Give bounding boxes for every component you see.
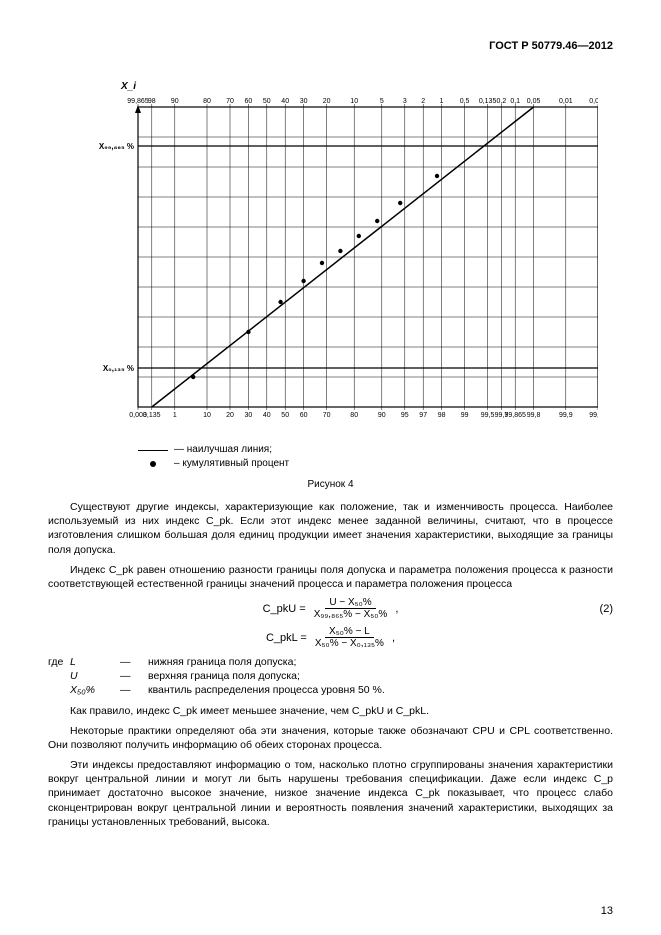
svg-text:50: 50 — [263, 98, 271, 105]
svg-text:30: 30 — [245, 412, 253, 419]
svg-text:99,9: 99,9 — [559, 412, 573, 419]
svg-text:70: 70 — [323, 412, 331, 419]
svg-text:X₀,₁₃₅ %: X₀,₁₃₅ % — [103, 364, 134, 373]
paragraph-2: Индекс C_pk равен отношению разности гра… — [48, 563, 613, 591]
formula-den: X₅₀% − X₀,₁₃₅% — [311, 638, 388, 649]
svg-text:0,5: 0,5 — [460, 98, 470, 105]
svg-text:50: 50 — [281, 412, 289, 419]
def-text: квантиль распределения процесса уровня 5… — [148, 683, 385, 697]
svg-text:20: 20 — [323, 98, 331, 105]
legend-point-icon — [150, 461, 156, 467]
svg-text:60: 60 — [300, 412, 308, 419]
formula-num: U − X₅₀% — [325, 597, 375, 609]
svg-text:97: 97 — [419, 412, 427, 419]
svg-text:40: 40 — [281, 98, 289, 105]
svg-text:0,01: 0,01 — [559, 98, 573, 105]
equation-number: (2) — [600, 603, 613, 615]
svg-text:1: 1 — [173, 412, 177, 419]
defs-intro: где — [48, 655, 70, 669]
formula-suffix: , — [395, 603, 398, 615]
def-text: нижняя граница поля допуска; — [148, 655, 296, 669]
svg-text:60: 60 — [245, 98, 253, 105]
svg-text:X_i: X_i — [120, 81, 136, 92]
probability-chart: 99,8659890807060504030201053210,50,1350,… — [78, 72, 598, 437]
def-text: верхняя граница поля допуска; — [148, 669, 300, 683]
svg-text:99,865: 99,865 — [504, 412, 526, 419]
formula-cpku: C_pkU = U − X₅₀% X₉₉,₈₆₅% − X₅₀% , (2) — [48, 597, 613, 620]
svg-text:20: 20 — [226, 412, 234, 419]
svg-text:80: 80 — [350, 412, 358, 419]
formula-lhs: C_pkU = — [263, 603, 306, 615]
svg-text:99,865: 99,865 — [127, 98, 149, 105]
svg-text:99,8: 99,8 — [527, 412, 541, 419]
svg-text:0,003: 0,003 — [589, 98, 598, 105]
svg-text:98: 98 — [438, 412, 446, 419]
svg-text:10: 10 — [350, 98, 358, 105]
svg-text:5: 5 — [380, 98, 384, 105]
definitions-block: где L—нижняя граница поля допуска; U—вер… — [48, 655, 613, 698]
svg-text:2: 2 — [421, 98, 425, 105]
paragraph-4: Некоторые практики определяют оба эти зн… — [48, 724, 613, 752]
svg-text:0,1: 0,1 — [510, 98, 520, 105]
svg-text:30: 30 — [300, 98, 308, 105]
svg-text:80: 80 — [203, 98, 211, 105]
paragraph-5: Эти индексы предоставляют информацию о т… — [48, 758, 613, 829]
svg-text:0,135: 0,135 — [479, 98, 497, 105]
svg-text:0,05: 0,05 — [527, 98, 541, 105]
def-sym: L — [70, 655, 120, 669]
paragraph-1: Существуют другие индексы, характеризующ… — [48, 500, 613, 557]
document-header: ГОСТ Р 50779.46—2012 — [48, 40, 613, 52]
legend-point-text: – кумулятивный процент — [174, 457, 289, 471]
figure-caption: Рисунок 4 — [48, 479, 613, 490]
svg-text:X₉₉,₈₆₅ %: X₉₉,₈₆₅ % — [99, 142, 134, 151]
formula-cpkl: C_pkL = X₅₀% − L X₅₀% − X₀,₁₃₅% , — [48, 626, 613, 649]
svg-text:10: 10 — [203, 412, 211, 419]
svg-text:99: 99 — [461, 412, 469, 419]
formula-lhs: C_pkL = — [266, 632, 307, 644]
formula-den: X₉₉,₈₆₅% − X₅₀% — [310, 609, 392, 620]
svg-text:90: 90 — [171, 98, 179, 105]
page-number: 13 — [601, 905, 613, 917]
def-sym: X₅₀% — [70, 683, 120, 697]
chart-legend: — наилучшая линия; – кумулятивный процен… — [138, 443, 613, 471]
formula-num: X₅₀% − L — [325, 626, 374, 638]
legend-line-text: — наилучшая линия; — [174, 443, 272, 457]
svg-text:0,135: 0,135 — [143, 412, 161, 419]
svg-text:95: 95 — [401, 412, 409, 419]
svg-text:40: 40 — [263, 412, 271, 419]
svg-text:99,5: 99,5 — [481, 412, 495, 419]
formula-suffix: , — [392, 632, 395, 644]
svg-text:3: 3 — [403, 98, 407, 105]
paragraph-3: Как правило, индекс C_pk имеет меньшее з… — [48, 704, 613, 718]
svg-text:70: 70 — [226, 98, 234, 105]
legend-line-icon — [138, 450, 168, 451]
svg-text:1: 1 — [440, 98, 444, 105]
svg-text:0,2: 0,2 — [497, 98, 507, 105]
svg-text:99,95: 99,95 — [589, 412, 598, 419]
svg-text:98: 98 — [148, 98, 156, 105]
svg-text:90: 90 — [378, 412, 386, 419]
def-sym: U — [70, 669, 120, 683]
